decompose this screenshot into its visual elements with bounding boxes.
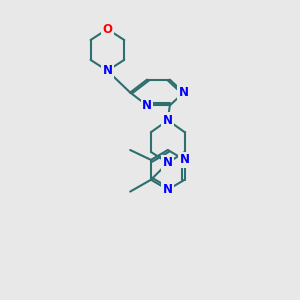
Text: N: N <box>163 183 173 196</box>
Text: N: N <box>180 153 190 167</box>
Text: N: N <box>142 99 152 112</box>
Text: N: N <box>102 64 112 77</box>
Text: N: N <box>163 114 173 127</box>
Text: N: N <box>163 156 173 170</box>
Text: N: N <box>179 86 189 99</box>
Text: O: O <box>102 22 112 36</box>
